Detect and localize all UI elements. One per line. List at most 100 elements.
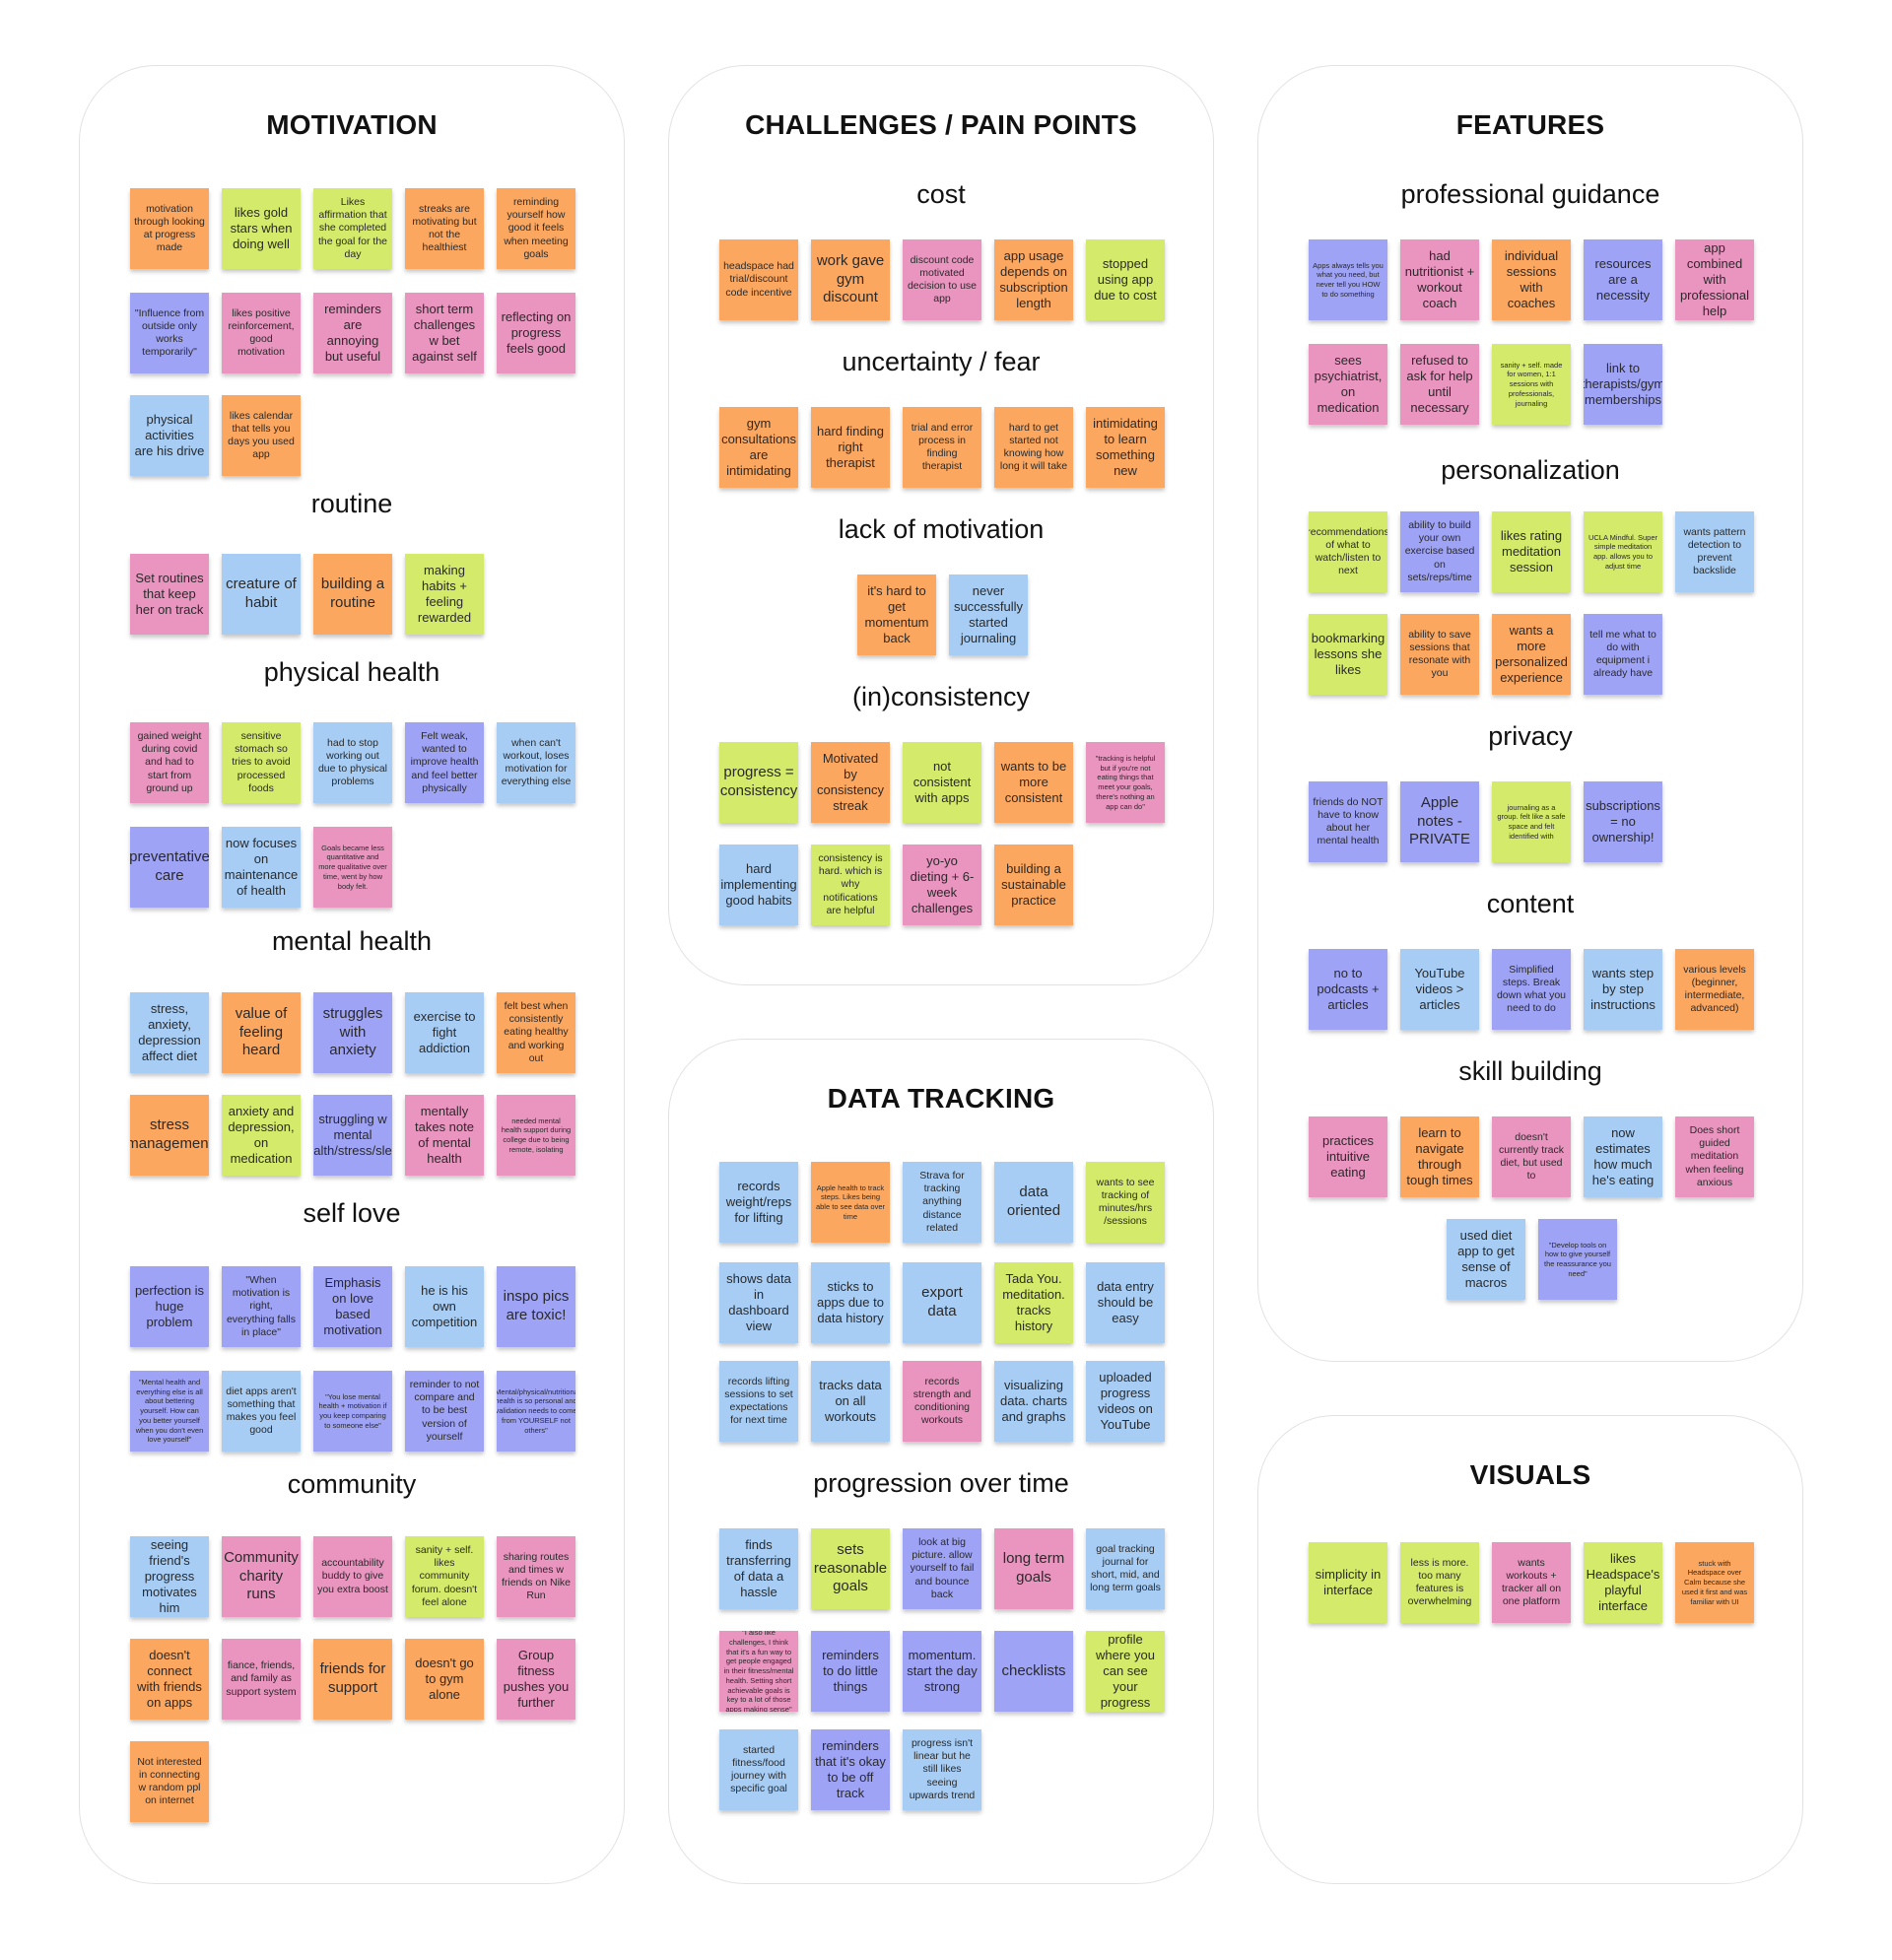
sticky-note[interactable]: Goals became less quantitative and more … bbox=[313, 827, 392, 908]
sticky-note[interactable]: he is his own competition bbox=[405, 1266, 484, 1347]
sticky-note[interactable]: perfection is huge problem bbox=[130, 1266, 209, 1347]
sticky-note[interactable]: "Influence from outside only works tempo… bbox=[130, 293, 209, 373]
sticky-note[interactable]: journaling as a group. felt like a safe … bbox=[1492, 781, 1571, 862]
sticky-note[interactable]: stress management bbox=[130, 1095, 209, 1176]
sticky-note[interactable]: struggling w mental health/stress/sleep bbox=[313, 1095, 392, 1176]
sticky-note[interactable]: had nutritionist + workout coach bbox=[1400, 239, 1479, 320]
sticky-note[interactable]: consistency is hard. which is why notifi… bbox=[811, 845, 890, 925]
sticky-note[interactable]: records weight/reps for lifting bbox=[719, 1162, 798, 1243]
sticky-note[interactable]: no to podcasts + articles bbox=[1309, 949, 1387, 1030]
sticky-note[interactable]: sees psychiatrist, on medication bbox=[1309, 344, 1387, 425]
sticky-note[interactable]: doesn't connect with friends on apps bbox=[130, 1639, 209, 1720]
sticky-note[interactable]: data oriented bbox=[994, 1162, 1073, 1243]
sticky-note[interactable]: refused to ask for help until necessary bbox=[1400, 344, 1479, 425]
sticky-note[interactable]: now focuses on maintenance of health bbox=[222, 827, 301, 908]
sticky-note[interactable]: "You lose mental health + motivation if … bbox=[313, 1371, 392, 1452]
sticky-note[interactable]: making habits + feeling rewarded bbox=[405, 554, 484, 635]
sticky-note[interactable]: reminder to not compare and to be best v… bbox=[405, 1371, 484, 1452]
sticky-note[interactable]: exercise to fight addiction bbox=[405, 992, 484, 1073]
sticky-note[interactable]: records strength and conditioning workou… bbox=[903, 1361, 981, 1442]
sticky-note[interactable]: app combined with professional help bbox=[1675, 239, 1754, 320]
sticky-note[interactable]: subscriptions = no ownership! bbox=[1584, 781, 1662, 862]
sticky-note[interactable]: goal tracking journal for short, mid, an… bbox=[1086, 1528, 1165, 1609]
sticky-note[interactable]: sticks to apps due to data history bbox=[811, 1262, 890, 1343]
sticky-note[interactable]: profile where you can see your progress bbox=[1086, 1631, 1165, 1712]
sticky-note[interactable]: "I also like challenges, I think that it… bbox=[719, 1631, 798, 1712]
sticky-note[interactable]: stress, anxiety, depression affect diet bbox=[130, 992, 209, 1073]
sticky-note[interactable]: recommendations of what to watch/listen … bbox=[1309, 511, 1387, 592]
sticky-note[interactable]: doesn't currently track diet, but used t… bbox=[1492, 1116, 1571, 1197]
sticky-note[interactable]: reminders are annoying but useful bbox=[313, 293, 392, 373]
sticky-note[interactable]: preventative care bbox=[130, 827, 209, 908]
sticky-note[interactable]: stopped using app due to cost bbox=[1086, 239, 1165, 320]
sticky-note[interactable]: "When motivation is right, everything fa… bbox=[222, 1266, 301, 1347]
sticky-note[interactable]: wants step by step instructions bbox=[1584, 949, 1662, 1030]
sticky-note[interactable]: used diet app to get sense of macros bbox=[1447, 1219, 1525, 1300]
sticky-note[interactable]: sets reasonable goals bbox=[811, 1528, 890, 1609]
sticky-note[interactable]: felt best when consistently eating healt… bbox=[497, 992, 575, 1073]
sticky-note[interactable]: trial and error process in finding thera… bbox=[903, 407, 981, 488]
sticky-note[interactable]: look at big picture. allow yourself to f… bbox=[903, 1528, 981, 1609]
sticky-note[interactable]: practices intuitive eating bbox=[1309, 1116, 1387, 1197]
sticky-note[interactable]: Not interested in connecting w random pp… bbox=[130, 1741, 209, 1822]
sticky-note[interactable]: likes Headspace's playful interface bbox=[1584, 1542, 1662, 1623]
sticky-note[interactable]: reminders that it's okay to be off track bbox=[811, 1729, 890, 1810]
sticky-note[interactable]: wants a more personalized experience bbox=[1492, 614, 1571, 695]
sticky-note[interactable]: had to stop working out due to physical … bbox=[313, 722, 392, 803]
sticky-note[interactable]: physical activities are his drive bbox=[130, 395, 209, 476]
sticky-note[interactable]: learn to navigate through tough times bbox=[1400, 1116, 1479, 1197]
sticky-note[interactable]: sanity + self. likes community forum. do… bbox=[405, 1536, 484, 1617]
sticky-note[interactable]: likes calendar that tells you days you u… bbox=[222, 395, 301, 476]
sticky-note[interactable]: various levels (beginner, intermediate, … bbox=[1675, 949, 1754, 1030]
sticky-note[interactable]: Felt weak, wanted to improve health and … bbox=[405, 722, 484, 803]
sticky-note[interactable]: gym consultations are intimidating bbox=[719, 407, 798, 488]
sticky-note[interactable]: "tracking is helpful but if you're not e… bbox=[1086, 742, 1165, 823]
sticky-note[interactable]: when can't workout, loses motivation for… bbox=[497, 722, 575, 803]
sticky-note[interactable]: friends do NOT have to know about her me… bbox=[1309, 781, 1387, 862]
sticky-note[interactable]: wants workouts + tracker all on one plat… bbox=[1492, 1542, 1571, 1623]
sticky-note[interactable]: momentum. start the day strong bbox=[903, 1631, 981, 1712]
sticky-note[interactable]: diet apps aren't something that makes yo… bbox=[222, 1371, 301, 1452]
sticky-note[interactable]: hard finding right therapist bbox=[811, 407, 890, 488]
sticky-note[interactable]: hard implementing good habits bbox=[719, 845, 798, 925]
sticky-note[interactable]: uploaded progress videos on YouTube bbox=[1086, 1361, 1165, 1442]
sticky-note[interactable]: Strava for tracking anything distance re… bbox=[903, 1162, 981, 1243]
sticky-note[interactable]: individual sessions with coaches bbox=[1492, 239, 1571, 320]
sticky-note[interactable]: likes positive reinforcement, good motiv… bbox=[222, 293, 301, 373]
sticky-note[interactable]: checklists bbox=[994, 1631, 1073, 1712]
sticky-note[interactable]: Emphasis on love based motivation bbox=[313, 1266, 392, 1347]
sticky-note[interactable]: streaks are motivating but not the healt… bbox=[405, 188, 484, 269]
sticky-note[interactable]: seeing friend's progress motivates him bbox=[130, 1536, 209, 1617]
sticky-note[interactable]: long term goals bbox=[994, 1528, 1073, 1609]
sticky-note[interactable]: accountability buddy to give you extra b… bbox=[313, 1536, 392, 1617]
sticky-note[interactable]: work gave gym discount bbox=[811, 239, 890, 320]
sticky-note[interactable]: fiance, friends, and family as support s… bbox=[222, 1639, 301, 1720]
sticky-note[interactable]: needed mental health support during coll… bbox=[497, 1095, 575, 1176]
sticky-note[interactable]: building a sustainable practice bbox=[994, 845, 1073, 925]
sticky-note[interactable]: "Mental/physical/nutritional health is s… bbox=[497, 1371, 575, 1452]
sticky-note[interactable]: Tada You. meditation. tracks history bbox=[994, 1262, 1073, 1343]
sticky-note[interactable]: link to therapists/gym memberships bbox=[1584, 344, 1662, 425]
sticky-note[interactable]: short term challenges w bet against self bbox=[405, 293, 484, 373]
sticky-note[interactable]: doesn't go to gym alone bbox=[405, 1639, 484, 1720]
sticky-note[interactable]: tell me what to do with equipment i alre… bbox=[1584, 614, 1662, 695]
sticky-note[interactable]: struggles with anxiety bbox=[313, 992, 392, 1073]
sticky-note[interactable]: wants pattern detection to prevent backs… bbox=[1675, 511, 1754, 592]
sticky-note[interactable]: not consistent with apps bbox=[903, 742, 981, 823]
sticky-note[interactable]: sensitive stomach so tries to avoid proc… bbox=[222, 722, 301, 803]
sticky-note[interactable]: reminding yourself how good it feels whe… bbox=[497, 188, 575, 269]
sticky-note[interactable]: stuck with Headspace over Calm because s… bbox=[1675, 1542, 1754, 1623]
sticky-note[interactable]: finds transferring of data a hassle bbox=[719, 1528, 798, 1609]
sticky-note[interactable]: simplicity in interface bbox=[1309, 1542, 1387, 1623]
sticky-note[interactable]: mentally takes note of mental health bbox=[405, 1095, 484, 1176]
sticky-note[interactable]: building a routine bbox=[313, 554, 392, 635]
sticky-note[interactable]: Simplified steps. Break down what you ne… bbox=[1492, 949, 1571, 1030]
sticky-note[interactable]: Group fitness pushes you further bbox=[497, 1639, 575, 1720]
sticky-note[interactable]: value of feeling heard bbox=[222, 992, 301, 1073]
sticky-note[interactable]: intimidating to learn something new bbox=[1086, 407, 1165, 488]
sticky-note[interactable]: discount code motivated decision to use … bbox=[903, 239, 981, 320]
sticky-note[interactable]: reminders to do little things bbox=[811, 1631, 890, 1712]
sticky-note[interactable]: shows data in dashboard view bbox=[719, 1262, 798, 1343]
sticky-note[interactable]: progress isn't linear but he still likes… bbox=[903, 1729, 981, 1810]
sticky-note[interactable]: less is more. too many features is overw… bbox=[1400, 1542, 1479, 1623]
